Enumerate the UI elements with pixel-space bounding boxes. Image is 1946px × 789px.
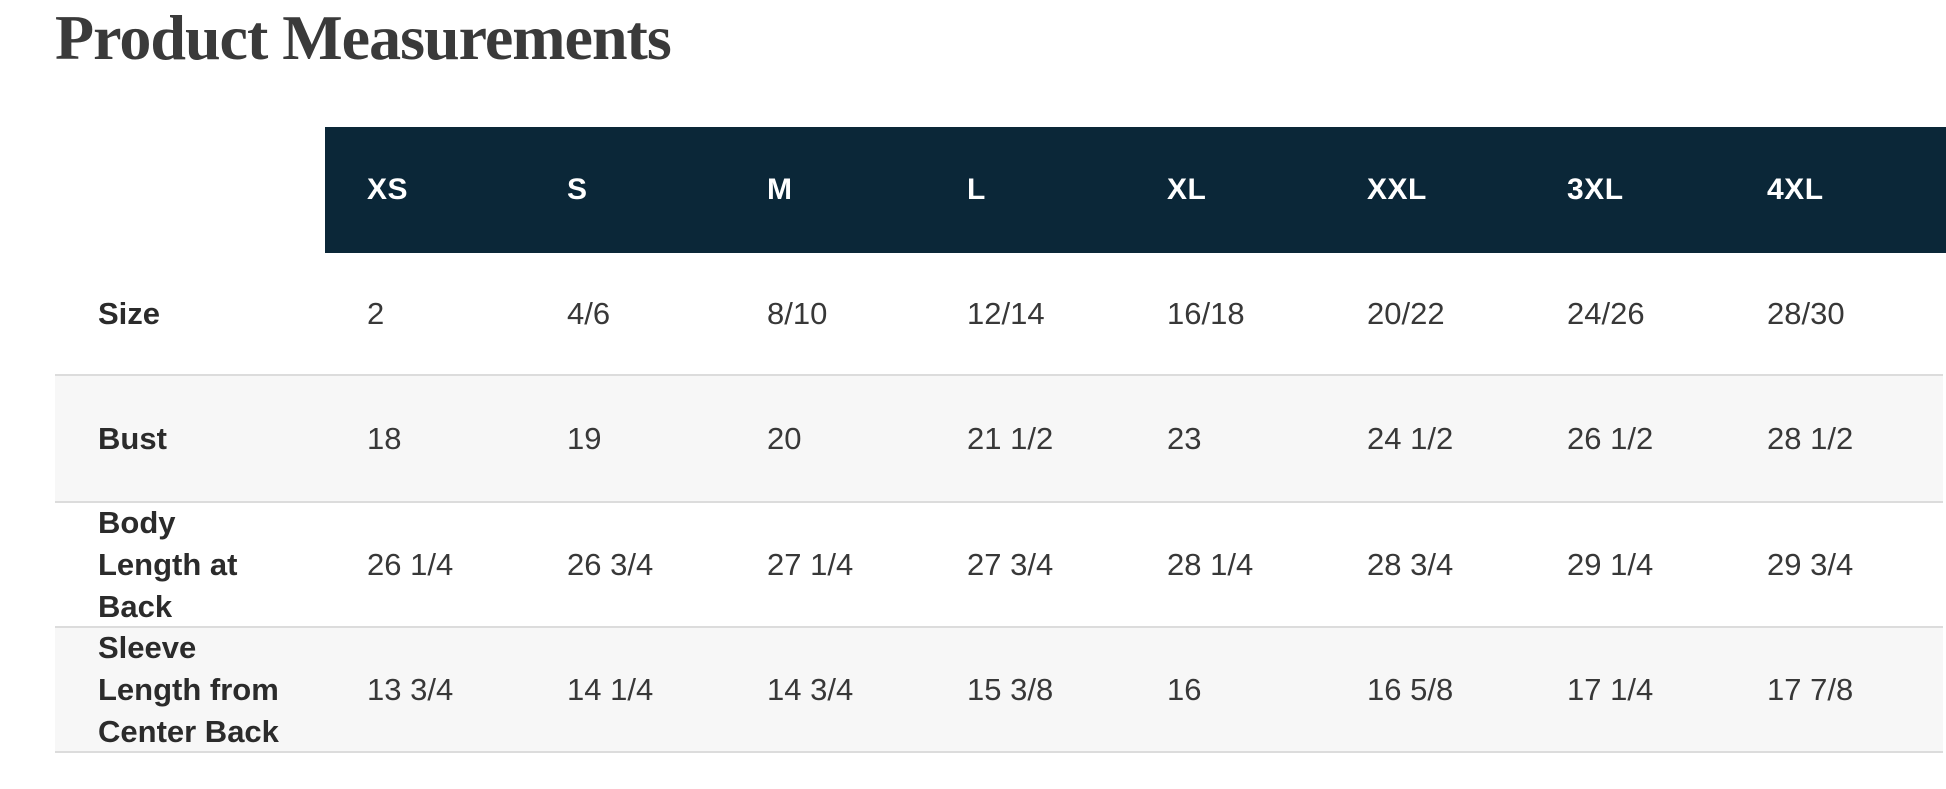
table-cell: 17 1/4: [1567, 671, 1654, 707]
row-label: Sleeve Length from Center Back: [98, 629, 279, 749]
table-cell: 2: [367, 295, 385, 331]
size-header-s: S: [567, 173, 588, 206]
table-cell: 28 3/4: [1367, 546, 1454, 582]
size-header-l: L: [967, 173, 986, 206]
table-cell: 27 1/4: [767, 546, 854, 582]
table-cell: 4/6: [567, 295, 611, 331]
table-cell: 23: [1167, 420, 1202, 456]
size-header-xl: XL: [1167, 173, 1207, 206]
table-cell: 26 1/2: [1567, 420, 1654, 456]
table-cell: 26 3/4: [567, 546, 654, 582]
table-cell: 26 1/4: [367, 546, 454, 582]
table-row-bust: Bust 18 19 20 21 1/2 23 24 1/2 26 1/2 28…: [55, 376, 1943, 503]
table-cell: 18: [367, 420, 402, 456]
table-cell: 19: [567, 420, 602, 456]
table-cell: 20: [767, 420, 802, 456]
table-cell: 14 3/4: [767, 671, 854, 707]
size-header-xs: XS: [367, 173, 409, 206]
table-cell: 29 3/4: [1767, 546, 1854, 582]
table-cell: 24/26: [1567, 295, 1645, 331]
table-cell: 13 3/4: [367, 671, 454, 707]
table-cell: 16: [1167, 671, 1202, 707]
table-cell: 14 1/4: [567, 671, 654, 707]
table-row-sleeve-length: Sleeve Length from Center Back 13 3/4 14…: [55, 628, 1943, 753]
row-label: Size: [98, 295, 161, 331]
table-cell: 27 3/4: [967, 546, 1054, 582]
table-cell: 15 3/8: [967, 671, 1054, 707]
size-header-xxl: XXL: [1367, 173, 1427, 206]
table-cell: 12/14: [967, 295, 1045, 331]
table-row-body-length: Body Length at Back 26 1/4 26 3/4 27 1/4…: [55, 503, 1943, 628]
table-cell: 28/30: [1767, 295, 1845, 331]
table-cell: 16 5/8: [1367, 671, 1454, 707]
table-cell: 28 1/2: [1767, 420, 1854, 456]
size-header-3xl: 3XL: [1567, 173, 1624, 206]
table-cell: 24 1/2: [1367, 420, 1454, 456]
table-cell: 21 1/2: [967, 420, 1054, 456]
size-header-4xl: 4XL: [1767, 173, 1824, 206]
row-label: Bust: [98, 420, 167, 456]
table-cell: 8/10: [767, 295, 828, 331]
table-cell: 17 7/8: [1767, 671, 1854, 707]
table-cell: 16/18: [1167, 295, 1245, 331]
table-row-size: Size 2 4/6 8/10 12/14 16/18 20/22 24/26 …: [55, 253, 1943, 376]
size-chart-body: Size 2 4/6 8/10 12/14 16/18 20/22 24/26 …: [55, 253, 1943, 753]
table-cell: 20/22: [1367, 295, 1445, 331]
table-cell: 28 1/4: [1167, 546, 1254, 582]
page-title: Product Measurements: [55, 2, 672, 73]
size-header-m: M: [767, 173, 793, 206]
table-cell: 29 1/4: [1567, 546, 1654, 582]
row-label: Body Length at Back: [98, 504, 238, 624]
size-chart-header-row: XS S M L XL XXL 3XL 4XL: [325, 127, 1946, 253]
